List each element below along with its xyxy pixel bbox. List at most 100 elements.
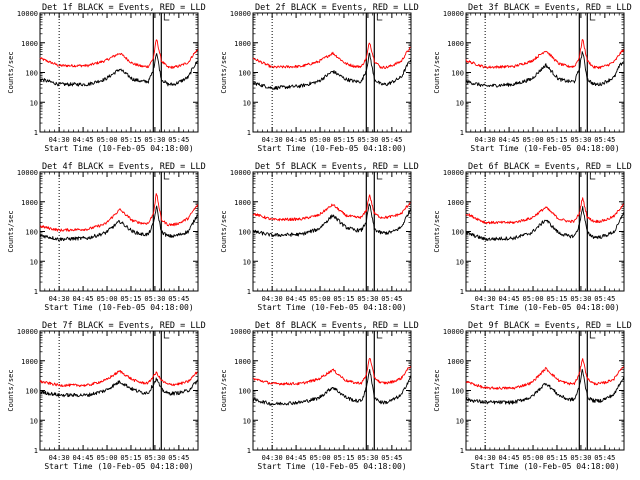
events-series-line xyxy=(39,205,198,242)
x-tick-label: 05:45 xyxy=(168,295,189,303)
x-axis-label: Start Time (10-Feb-05 04:18:00) xyxy=(44,303,193,312)
x-tick-label: 04:45 xyxy=(499,295,520,303)
x-tick-label: 04:45 xyxy=(73,454,94,462)
y-tick-label: 10000 xyxy=(443,169,464,177)
y-tick-label: 100 xyxy=(451,70,464,78)
x-tick-label: 05:00 xyxy=(96,295,117,303)
panel-title: Det 3f BLACK = Events, RED = LLD xyxy=(468,3,632,13)
x-tick-label: 05:30 xyxy=(570,136,591,144)
events-series-line xyxy=(465,368,624,405)
detector-panel: Det 6f BLACK = Events, RED = LLD 1 10 100 10… xyxy=(433,162,632,312)
y-tick-label: 10 xyxy=(30,258,38,266)
y-tick-label: 100 xyxy=(25,229,38,237)
y-tick-label: 1000 xyxy=(447,199,464,207)
y-tick-label: 10 xyxy=(456,417,464,425)
detector-panel: Det 1f BLACK = Events, RED = LLD 1 10 100 10… xyxy=(7,3,206,153)
x-tick-label: 05:15 xyxy=(120,295,141,303)
lld-series-line xyxy=(465,358,624,390)
lld-series-line xyxy=(252,194,411,222)
x-tick-label: 05:45 xyxy=(381,454,402,462)
detector-panel: Det 9f BLACK = Events, RED = LLD 1 10 100 10… xyxy=(433,321,632,471)
x-tick-label: 04:30 xyxy=(475,136,496,144)
corner-marker xyxy=(589,14,596,21)
x-tick-label: 05:30 xyxy=(357,136,378,144)
y-tick-label: 10 xyxy=(243,417,251,425)
x-axis-label: Start Time (10-Feb-05 04:18:00) xyxy=(44,462,193,471)
x-tick-label: 04:45 xyxy=(286,295,307,303)
panel-title: Det 4f BLACK = Events, RED = LLD xyxy=(42,162,206,172)
events-series-line xyxy=(252,203,411,238)
y-tick-label: 1000 xyxy=(21,358,38,366)
x-tick-label: 04:45 xyxy=(73,136,94,144)
x-tick-label: 05:30 xyxy=(144,136,165,144)
x-tick-label: 05:30 xyxy=(570,295,591,303)
y-tick-label: 10 xyxy=(243,99,251,107)
x-tick-label: 05:00 xyxy=(522,136,543,144)
y-tick-label: 1 xyxy=(34,129,38,137)
corner-marker xyxy=(376,173,383,180)
x-tick-label: 04:30 xyxy=(49,295,70,303)
y-tick-label: 100 xyxy=(238,388,251,396)
corner-marker xyxy=(589,173,596,180)
y-tick-label: 100 xyxy=(25,70,38,78)
x-tick-label: 05:45 xyxy=(168,136,189,144)
x-tick-label: 04:45 xyxy=(499,454,520,462)
x-tick-label: 04:30 xyxy=(475,295,496,303)
y-tick-label: 1000 xyxy=(234,199,251,207)
x-tick-label: 05:15 xyxy=(333,295,354,303)
x-tick-label: 05:15 xyxy=(546,295,567,303)
plot-frame xyxy=(252,12,412,133)
y-tick-label: 10000 xyxy=(17,169,38,177)
lld-series-line xyxy=(39,193,198,232)
y-tick-label: 10 xyxy=(30,99,38,107)
x-tick-label: 04:45 xyxy=(499,136,520,144)
y-tick-label: 1 xyxy=(247,129,251,137)
x-axis-label: Start Time (10-Feb-05 04:18:00) xyxy=(470,144,619,153)
corner-marker xyxy=(163,173,170,180)
y-axis-label: Counts/sec xyxy=(7,210,15,252)
panel-title: Det 5f BLACK = Events, RED = LLD xyxy=(255,162,419,172)
events-series-line xyxy=(39,377,198,398)
panel-title: Det 7f BLACK = Events, RED = LLD xyxy=(42,321,206,331)
x-tick-label: 05:30 xyxy=(570,454,591,462)
x-tick-label: 05:15 xyxy=(546,136,567,144)
detector-panel: Det 3f BLACK = Events, RED = LLD 1 10 100 10… xyxy=(433,3,632,153)
x-axis-label: Start Time (10-Feb-05 04:18:00) xyxy=(257,303,406,312)
y-axis-label: Counts/sec xyxy=(433,210,441,252)
x-axis-label: Start Time (10-Feb-05 04:18:00) xyxy=(470,462,619,471)
y-axis-label: Counts/sec xyxy=(7,369,15,411)
y-tick-label: 1 xyxy=(460,129,464,137)
x-tick-label: 05:30 xyxy=(357,454,378,462)
detector-panel: Det 2f BLACK = Events, RED = LLD 1 10 100 10… xyxy=(220,3,419,153)
events-series-line xyxy=(252,52,411,90)
lld-series-line xyxy=(39,370,198,388)
plot-frame xyxy=(465,171,625,292)
x-tick-label: 05:15 xyxy=(120,136,141,144)
x-tick-label: 04:30 xyxy=(49,454,70,462)
panel-title: Det 8f BLACK = Events, RED = LLD xyxy=(255,321,419,331)
y-tick-label: 1 xyxy=(247,447,251,455)
x-tick-label: 05:15 xyxy=(333,136,354,144)
corner-marker xyxy=(376,14,383,21)
x-tick-label: 04:45 xyxy=(286,454,307,462)
x-tick-label: 05:45 xyxy=(594,454,615,462)
x-tick-label: 05:15 xyxy=(333,454,354,462)
y-tick-label: 1 xyxy=(247,288,251,296)
plot-frame xyxy=(39,330,199,451)
x-tick-label: 04:30 xyxy=(262,136,283,144)
x-tick-label: 05:00 xyxy=(96,136,117,144)
y-tick-label: 10000 xyxy=(230,10,251,18)
y-tick-label: 1 xyxy=(34,447,38,455)
lld-series-line xyxy=(465,197,624,225)
y-tick-label: 10000 xyxy=(230,169,251,177)
corner-marker xyxy=(163,332,170,339)
detector-panel: Det 8f BLACK = Events, RED = LLD 1 10 100 10… xyxy=(220,321,419,471)
x-tick-label: 05:45 xyxy=(594,136,615,144)
plot-frame xyxy=(465,330,625,451)
detector-panel: Det 5f BLACK = Events, RED = LLD 1 10 100 10… xyxy=(220,162,419,312)
plot-frame xyxy=(252,171,412,292)
y-tick-label: 1000 xyxy=(234,358,251,366)
x-tick-label: 05:45 xyxy=(168,454,189,462)
plot-frame xyxy=(39,12,199,133)
y-tick-label: 10 xyxy=(30,417,38,425)
